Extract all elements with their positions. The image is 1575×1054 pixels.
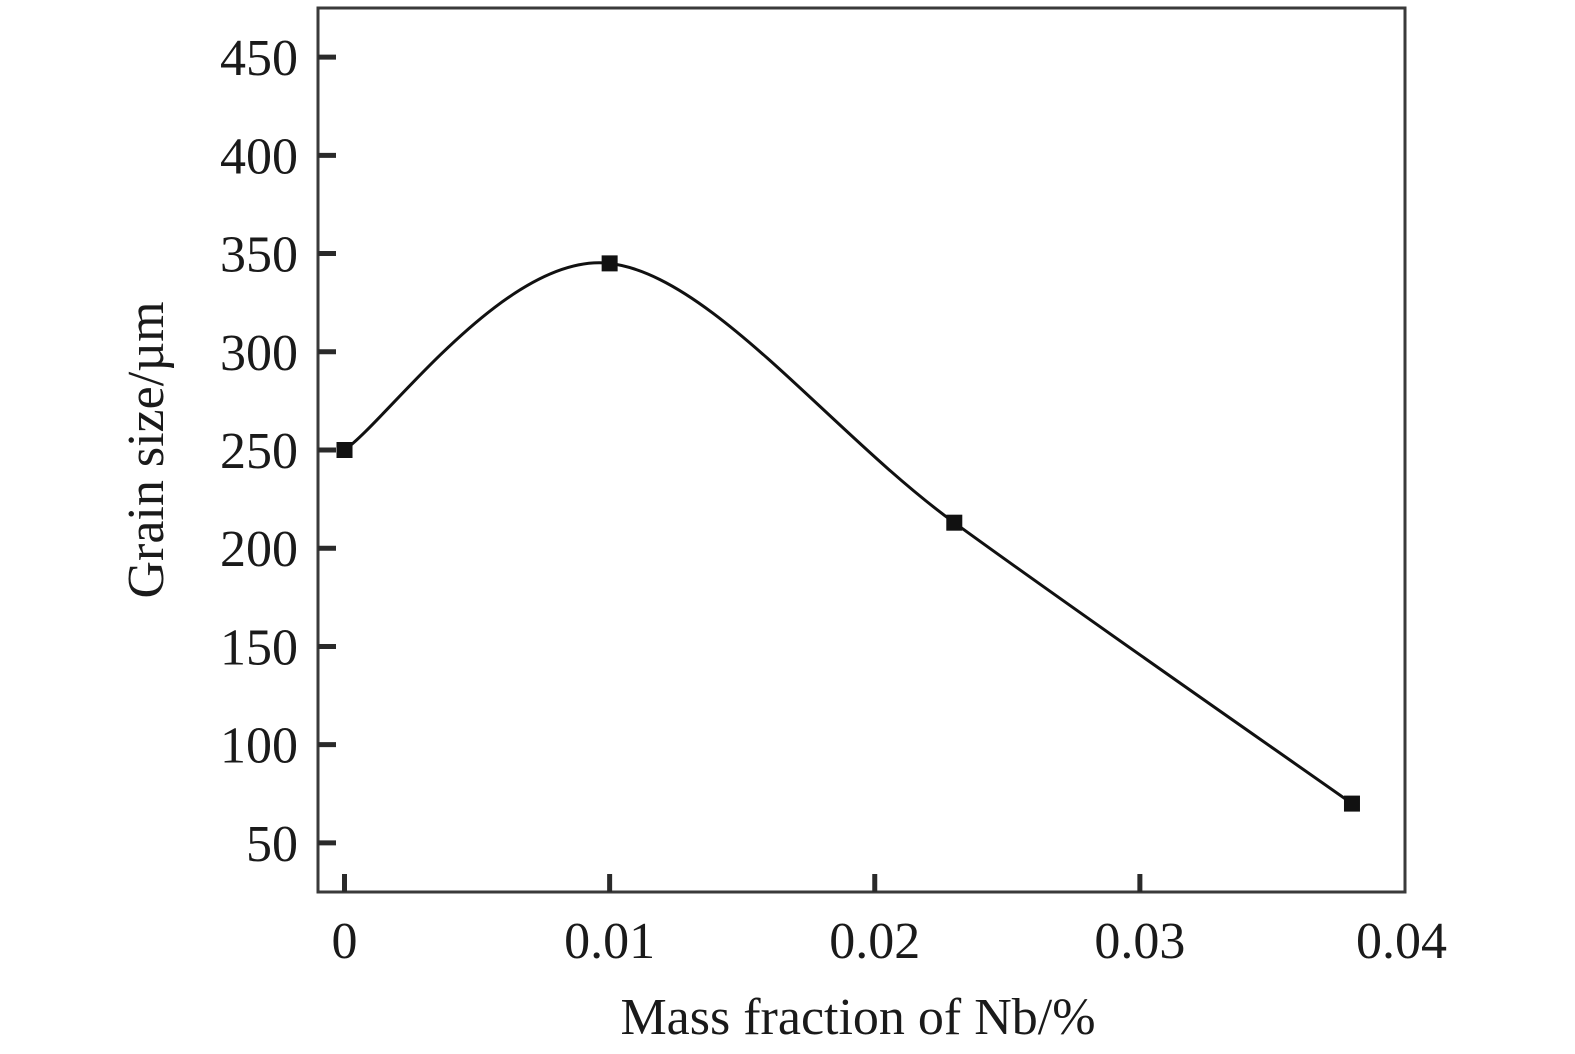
x-tick-label: 0.02 [829,913,920,970]
y-tick-label: 300 [220,325,298,382]
y-tick-label: 350 [220,227,298,284]
x-axis-title: Mass fraction of Nb/% [620,989,1095,1046]
x-tick-label: 0.04 [1356,913,1447,970]
data-point-marker [336,442,353,458]
y-tick-label: 200 [220,521,298,578]
x-axis-ticks: 0 0.01 0.02 0.03 0.04 [332,874,1447,970]
x-tick-label: 0 [332,913,358,970]
y-axis-ticks: 50 100 150 200 250 300 350 400 450 [220,30,336,873]
data-point-marker [1343,795,1360,812]
x-tick-label: 0.03 [1094,913,1185,970]
y-tick-label: 400 [220,128,298,185]
series-line [343,261,1353,805]
data-point-marker [946,514,963,531]
y-tick-label: 450 [220,30,298,87]
x-tick-label: 0.01 [564,913,655,970]
series-layer [336,255,1360,812]
plot-frame [316,6,1407,894]
y-tick-label: 250 [220,423,298,480]
y-tick-label: 50 [246,816,298,873]
y-axis-title: Grain size/µm [118,301,175,598]
data-point-marker [601,255,618,272]
y-tick-label: 100 [220,718,298,775]
y-tick-label: 150 [220,619,298,676]
